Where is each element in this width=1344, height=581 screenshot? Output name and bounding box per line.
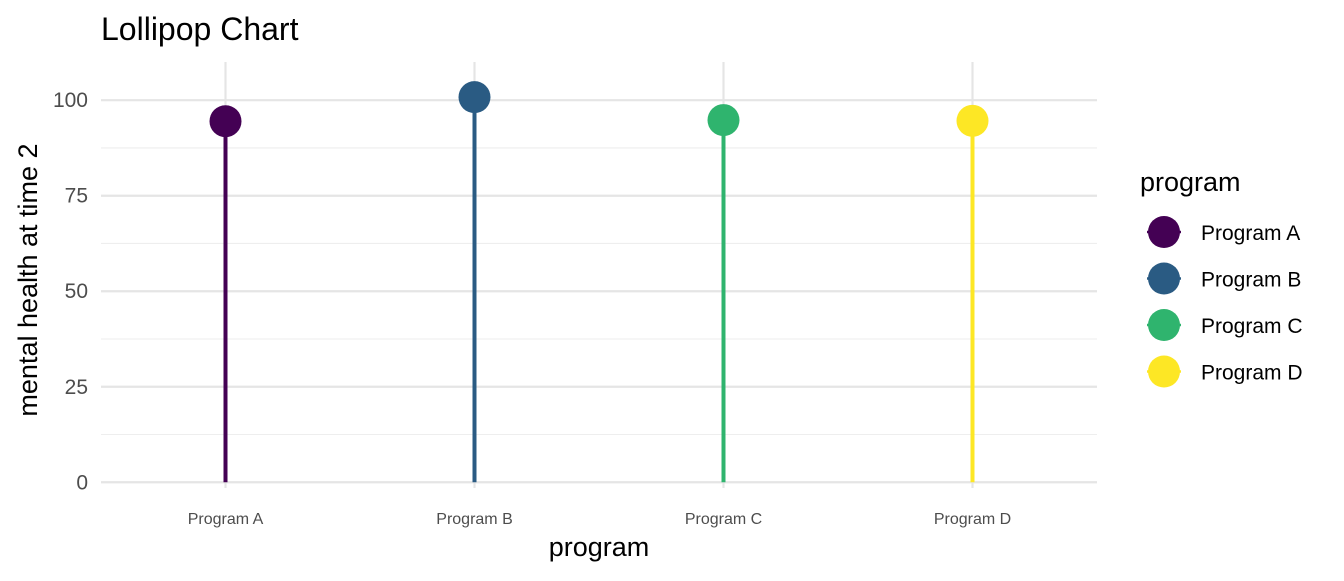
legend-item: Program C [1147, 309, 1303, 341]
legend-label: Program C [1201, 315, 1303, 338]
legend-item: Program A [1147, 216, 1300, 248]
x-tick-label: Program A [188, 511, 264, 528]
legend-key-point [1148, 216, 1180, 248]
lollipop-point [707, 104, 740, 137]
y-tick-label: 100 [53, 89, 88, 112]
x-tick-label: Program D [934, 511, 1011, 528]
legend-title: program [1140, 167, 1241, 197]
grid-layer [101, 62, 1097, 488]
chart-title: Lollipop Chart [101, 11, 299, 47]
legend-label: Program D [1201, 362, 1303, 385]
legend-item: Program B [1147, 262, 1301, 295]
stems-layer [223, 97, 975, 483]
x-axis-title: program [549, 532, 650, 562]
legend-key-point [1148, 262, 1180, 295]
lollipop-point [956, 104, 989, 137]
y-axis-ticks: 0 25 50 75 100 [53, 89, 88, 494]
x-tick-label: Program B [436, 511, 512, 528]
lollipop-point [458, 81, 491, 114]
legend-item: Program D [1147, 355, 1303, 388]
y-tick-label: 25 [65, 376, 88, 399]
legend-key-point [1148, 309, 1180, 341]
points-layer [209, 81, 989, 138]
lollipop-point [209, 105, 242, 138]
y-tick-label: 0 [76, 471, 88, 494]
x-axis-ticks: Program A Program B Program C Program D [188, 511, 1011, 528]
y-axis-title: mental health at time 2 [13, 143, 43, 416]
legend-key-point [1148, 355, 1180, 388]
legend-items: Program A Program B Program C Program D [1147, 216, 1303, 388]
y-tick-label: 75 [65, 185, 88, 208]
legend-label: Program A [1201, 222, 1300, 245]
legend-label: Program B [1201, 269, 1301, 292]
x-tick-label: Program C [685, 511, 762, 528]
y-tick-label: 50 [65, 280, 88, 303]
